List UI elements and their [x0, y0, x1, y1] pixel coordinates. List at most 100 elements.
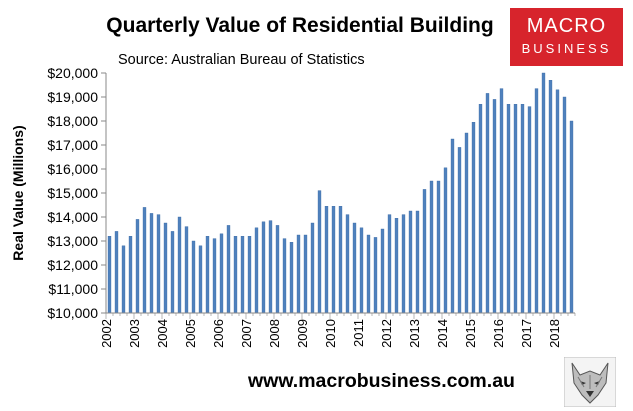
macrobusiness-logo: MACRO BUSINESS [510, 8, 623, 66]
bar [457, 147, 462, 314]
bar [394, 217, 399, 314]
bar [163, 222, 168, 314]
bar [121, 245, 126, 314]
bar [429, 180, 434, 314]
y-tick-label: $15,000 [47, 185, 98, 201]
bar [401, 214, 406, 314]
bar [331, 205, 336, 314]
bar [555, 89, 560, 314]
y-axis-ticks: $10,000 $11,000 $12,000 $13,000 $14,000 $15,0… [47, 65, 106, 321]
bar [177, 216, 182, 314]
bar [345, 214, 350, 314]
y-tick-label: $14,000 [47, 209, 98, 225]
bar [247, 235, 252, 314]
y-tick-label: $17,000 [47, 137, 98, 153]
x-tick-label: 2018 [547, 319, 562, 348]
bar [478, 103, 483, 314]
bar [212, 238, 217, 314]
bar [422, 189, 427, 314]
bar [275, 225, 280, 314]
bar [562, 96, 567, 314]
bar [219, 233, 224, 314]
bar [198, 245, 203, 314]
bar [142, 207, 147, 314]
x-tick-label: 2005 [183, 319, 198, 348]
bar [415, 210, 420, 314]
bar [191, 240, 196, 314]
bar [548, 79, 553, 314]
y-tick-label: $16,000 [47, 161, 98, 177]
y-tick-label: $13,000 [47, 233, 98, 249]
x-tick-label: 2009 [295, 319, 310, 348]
y-tick-label: $18,000 [47, 113, 98, 129]
bar [338, 205, 343, 314]
bar [289, 241, 294, 314]
chart-title: Quarterly Value of Residential Building [106, 14, 494, 37]
x-tick-label: 2006 [211, 319, 226, 348]
bar [184, 226, 189, 314]
bar [296, 234, 301, 314]
bar [499, 88, 504, 314]
bar [135, 219, 140, 314]
y-tick-label: $11,000 [48, 281, 98, 297]
bar [485, 93, 490, 314]
x-tick-label: 2017 [519, 319, 534, 348]
y-tick-label: $19,000 [47, 89, 98, 105]
bar-series [107, 72, 574, 314]
x-axis-ticks: 2002 2003 2004 2005 2006 2007 2008 2009 2010 2011… [99, 313, 576, 348]
bar [128, 235, 133, 314]
bar [149, 213, 154, 314]
x-tick-label: 2010 [323, 319, 338, 348]
x-tick-label: 2011 [351, 319, 366, 347]
bar [282, 238, 287, 314]
x-tick-label: 2007 [239, 319, 254, 348]
bar [261, 221, 266, 314]
bar [513, 103, 518, 314]
y-tick-label: $20,000 [47, 65, 98, 81]
bar [471, 121, 476, 314]
logo-line-macro: MACRO [526, 15, 607, 37]
x-tick-label: 2013 [407, 319, 422, 348]
bar [366, 234, 371, 314]
x-tick-label: 2016 [491, 319, 506, 348]
bar [114, 231, 119, 314]
x-tick-label: 2012 [379, 319, 394, 348]
bar [527, 106, 532, 314]
bar [541, 72, 546, 314]
bar [324, 205, 329, 314]
chart-subtitle: Source: Australian Bureau of Statistics [118, 52, 365, 68]
x-tick-label: 2002 [99, 319, 114, 348]
bar [443, 167, 448, 314]
bar [303, 234, 308, 314]
x-tick-label: 2015 [463, 319, 478, 348]
bar [226, 225, 231, 314]
footer-url[interactable]: www.macrobusiness.com.au [248, 370, 515, 392]
bar [387, 214, 392, 314]
bar [317, 190, 322, 314]
axes [105, 73, 575, 314]
logo-line-business: BUSINESS [521, 41, 612, 56]
bar [569, 120, 574, 314]
bar [408, 210, 413, 314]
bar [240, 235, 245, 314]
bar [268, 220, 273, 314]
bar [359, 227, 364, 314]
x-tick-label: 2014 [435, 319, 450, 348]
bar [534, 88, 539, 314]
bar [310, 222, 315, 314]
bar [380, 228, 385, 314]
y-tick-label: $12,000 [47, 257, 98, 273]
wolf-head-icon [564, 357, 616, 407]
bar [254, 227, 259, 314]
bar [450, 138, 455, 314]
bar [436, 180, 441, 314]
bar [205, 235, 210, 314]
x-tick-label: 2003 [127, 319, 142, 348]
x-tick-label: 2004 [155, 319, 170, 348]
bar [170, 231, 175, 314]
bar [506, 103, 511, 314]
bar [107, 235, 112, 314]
x-tick-label: 2008 [267, 319, 282, 348]
bar [233, 235, 238, 314]
